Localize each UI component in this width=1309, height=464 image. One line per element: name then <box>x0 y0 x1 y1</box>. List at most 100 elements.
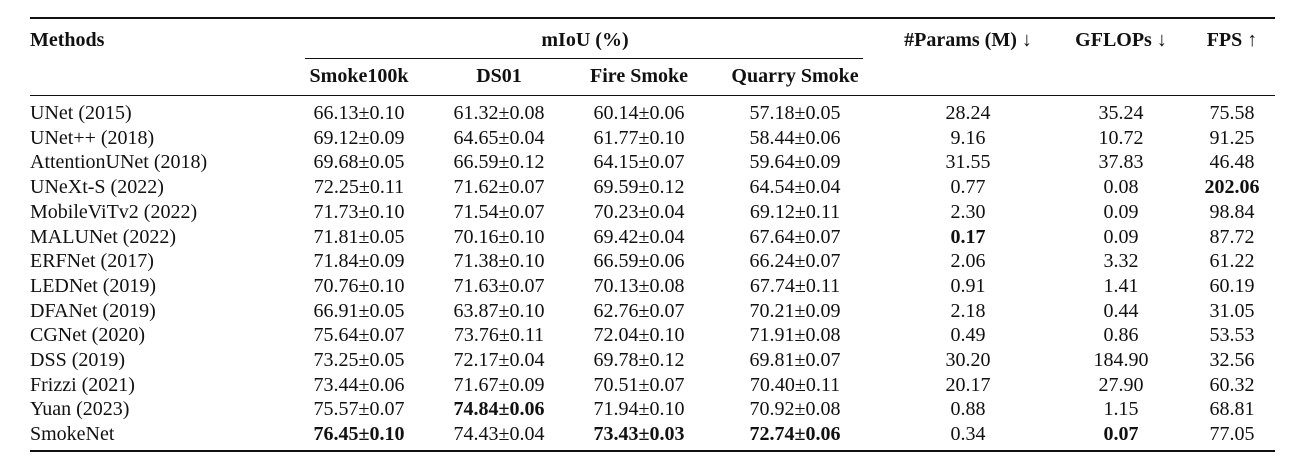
cell-quarrysmoke: 69.81±0.07 <box>749 349 841 371</box>
cell-firesmoke: 70.23±0.04 <box>593 200 685 223</box>
top-rule <box>30 17 1275 19</box>
header-methods: Methods <box>30 29 105 51</box>
cell-gflops: 35.24 <box>1098 102 1144 124</box>
cell-quarrysmoke: 70.92±0.08 <box>749 398 841 421</box>
cell-smoke100k: 73.44±0.06 <box>313 373 405 396</box>
cell-quarrysmoke: 72.74±0.06 <box>749 423 841 446</box>
cell-smoke100k: 73.25±0.05 <box>313 349 405 371</box>
cell-firesmoke: 60.14±0.06 <box>593 102 685 124</box>
cell-firesmoke: 62.76±0.07 <box>593 299 685 322</box>
cell-params: 28.24 <box>945 102 991 124</box>
cell-firesmoke: 61.77±0.10 <box>593 126 685 149</box>
cell-fps: 98.84 <box>1209 200 1255 223</box>
cell-ds01: 73.76±0.11 <box>453 324 545 347</box>
header-fps: FPS ↑ <box>1206 29 1258 51</box>
cell-params: 0.91 <box>950 274 986 297</box>
cell-gflops: 0.86 <box>1103 324 1139 347</box>
cell-fps: 87.72 <box>1209 225 1255 248</box>
cell-ds01: 63.87±0.10 <box>453 299 545 322</box>
cell-quarrysmoke: 67.64±0.07 <box>749 225 841 248</box>
cell-fps: 68.81 <box>1209 398 1255 421</box>
cell-gflops: 1.41 <box>1103 274 1139 297</box>
method-name: DFANet (2019) <box>30 299 156 322</box>
cell-fps: 61.22 <box>1209 250 1255 273</box>
method-name: UNet (2015) <box>30 102 132 124</box>
cell-firesmoke: 72.04±0.10 <box>593 324 685 347</box>
header-miou: mIoU (%) <box>541 29 629 51</box>
cell-params: 0.34 <box>950 423 986 446</box>
method-name: MobileViTv2 (2022) <box>30 200 198 223</box>
cell-ds01: 71.54±0.07 <box>453 200 545 223</box>
method-name: Yuan (2023) <box>30 398 130 421</box>
cell-params: 0.77 <box>950 176 986 199</box>
cell-quarrysmoke: 66.24±0.07 <box>749 250 841 273</box>
cell-fps: 32.56 <box>1209 349 1255 371</box>
cell-params: 0.17 <box>950 225 986 248</box>
cell-smoke100k: 71.73±0.10 <box>313 200 405 223</box>
cell-fps: 46.48 <box>1209 151 1255 174</box>
miou-cmidrule <box>305 58 863 59</box>
cell-quarrysmoke: 70.21±0.09 <box>749 299 841 322</box>
cell-smoke100k: 71.81±0.05 <box>313 225 405 248</box>
cell-params: 9.16 <box>950 126 986 149</box>
header-smoke100k: Smoke100k <box>309 65 409 87</box>
cell-smoke100k: 72.25±0.11 <box>313 176 405 199</box>
cell-quarrysmoke: 59.64±0.09 <box>749 151 841 174</box>
cell-params: 2.18 <box>950 299 986 322</box>
bottom-rule <box>30 450 1275 452</box>
cell-fps: 202.06 <box>1204 176 1260 199</box>
cell-fps: 91.25 <box>1209 126 1255 149</box>
method-name: LEDNet (2019) <box>30 274 157 297</box>
cell-ds01: 71.62±0.07 <box>453 176 545 199</box>
cell-ds01: 72.17±0.04 <box>453 349 545 371</box>
header-ds01: DS01 <box>476 65 522 87</box>
cell-smoke100k: 71.84±0.09 <box>313 250 405 273</box>
cell-gflops: 27.90 <box>1098 373 1144 396</box>
cell-firesmoke: 70.51±0.07 <box>593 373 685 396</box>
method-name: ERFNet (2017) <box>30 250 154 273</box>
cell-smoke100k: 66.91±0.05 <box>313 299 405 322</box>
cell-smoke100k: 75.64±0.07 <box>313 324 405 347</box>
cell-quarrysmoke: 69.12±0.11 <box>749 200 841 223</box>
method-name: SmokeNet <box>30 423 115 446</box>
cell-smoke100k: 76.45±0.10 <box>313 423 405 446</box>
cell-quarrysmoke: 67.74±0.11 <box>749 274 841 297</box>
cell-quarrysmoke: 57.18±0.05 <box>749 102 841 124</box>
cell-firesmoke: 69.42±0.04 <box>593 225 685 248</box>
cell-params: 0.88 <box>950 398 986 421</box>
cell-quarrysmoke: 70.40±0.11 <box>749 373 841 396</box>
cell-ds01: 71.38±0.10 <box>453 250 545 273</box>
cell-params: 30.20 <box>945 349 991 371</box>
cell-quarrysmoke: 64.54±0.04 <box>749 176 841 199</box>
cell-ds01: 74.84±0.06 <box>453 398 545 421</box>
cell-quarrysmoke: 58.44±0.06 <box>749 126 841 149</box>
cell-smoke100k: 70.76±0.10 <box>313 274 405 297</box>
cell-ds01: 70.16±0.10 <box>453 225 545 248</box>
cell-ds01: 74.43±0.04 <box>453 423 545 446</box>
cell-firesmoke: 69.78±0.12 <box>593 349 685 371</box>
cell-gflops: 10.72 <box>1098 126 1144 149</box>
cell-ds01: 71.63±0.07 <box>453 274 545 297</box>
cell-params: 0.49 <box>950 324 986 347</box>
cell-firesmoke: 66.59±0.06 <box>593 250 685 273</box>
cell-firesmoke: 71.94±0.10 <box>593 398 685 421</box>
cell-quarrysmoke: 71.91±0.08 <box>749 324 841 347</box>
method-name: UNeXt-S (2022) <box>30 176 164 199</box>
cell-firesmoke: 70.13±0.08 <box>593 274 685 297</box>
method-name: MALUNet (2022) <box>30 225 177 248</box>
header-quarrysmoke: Quarry Smoke <box>731 65 859 87</box>
cell-gflops: 37.83 <box>1098 151 1144 174</box>
cell-ds01: 71.67±0.09 <box>453 373 545 396</box>
cell-firesmoke: 73.43±0.03 <box>593 423 685 446</box>
cell-fps: 60.32 <box>1209 373 1255 396</box>
cell-smoke100k: 66.13±0.10 <box>313 102 405 124</box>
method-name: DSS (2019) <box>30 349 126 371</box>
cell-smoke100k: 69.68±0.05 <box>313 151 405 174</box>
cell-ds01: 64.65±0.04 <box>453 126 545 149</box>
cell-params: 31.55 <box>945 151 991 174</box>
cell-params: 2.30 <box>950 200 986 223</box>
cell-fps: 60.19 <box>1209 274 1255 297</box>
method-name: UNet++ (2018) <box>30 126 155 149</box>
cell-fps: 53.53 <box>1209 324 1255 347</box>
cell-gflops: 184.90 <box>1093 349 1149 371</box>
